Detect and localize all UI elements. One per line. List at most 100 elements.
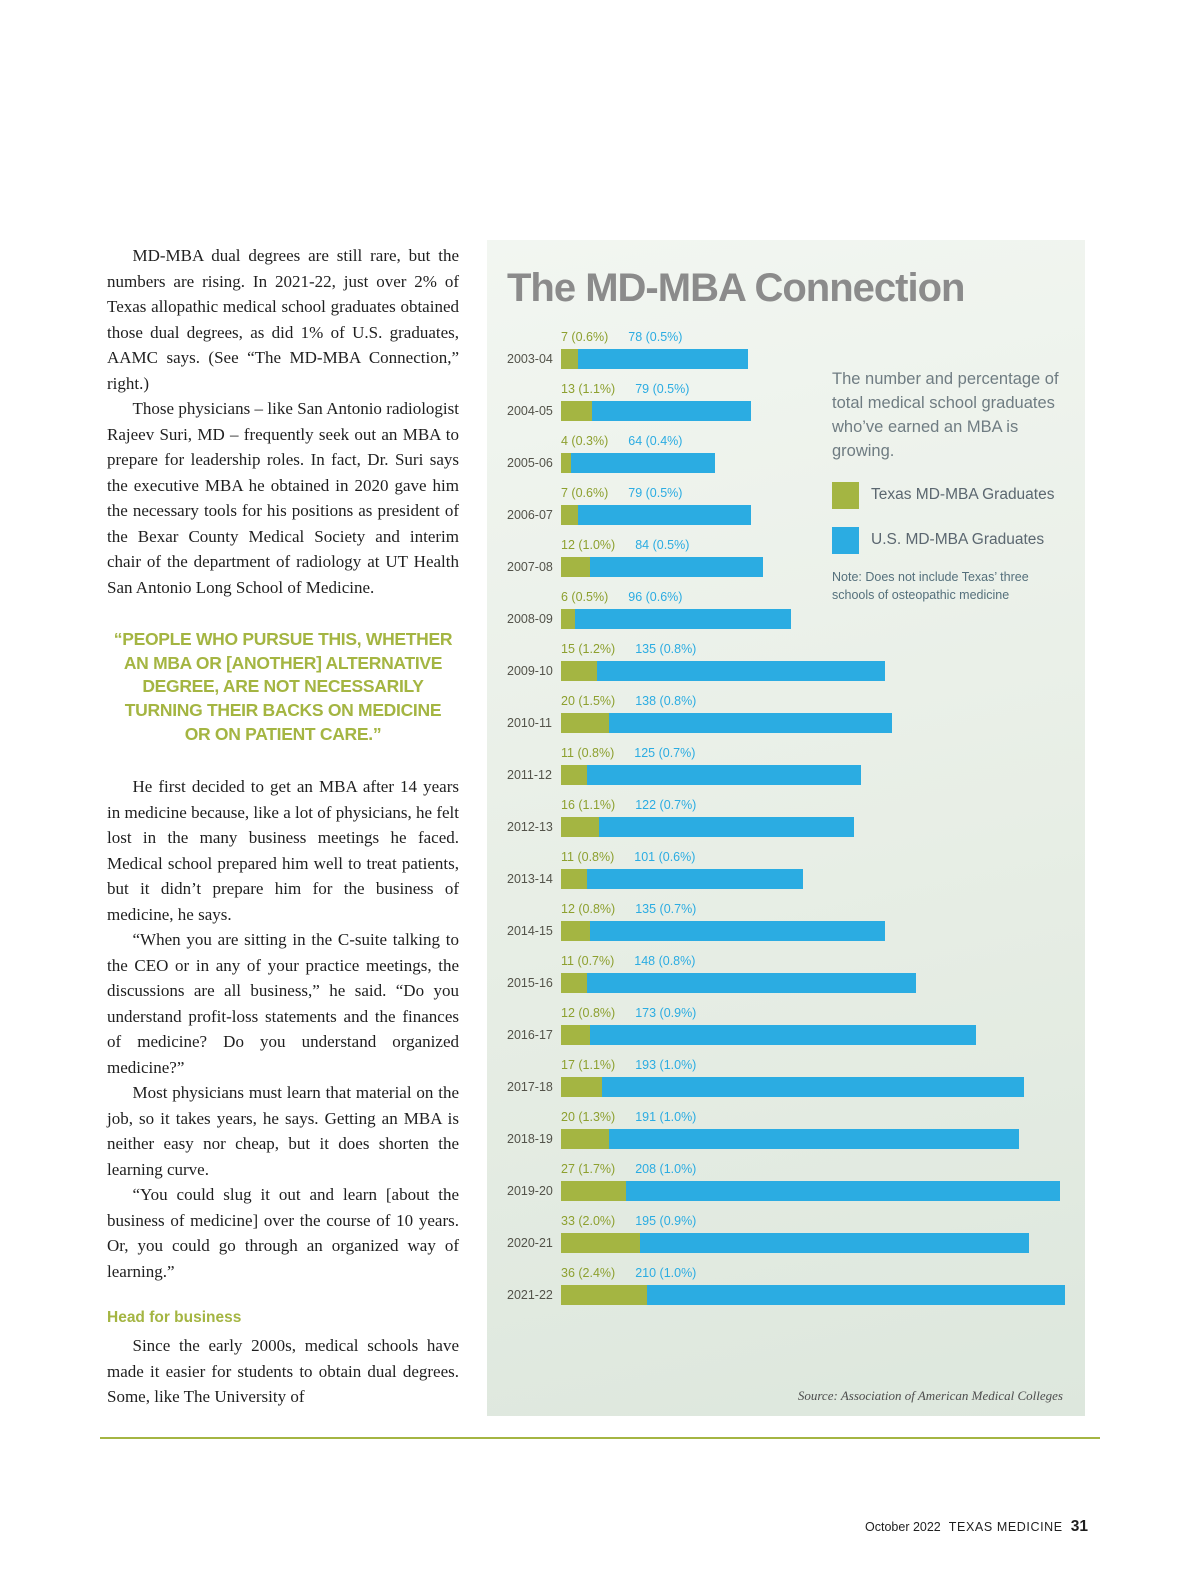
bar-track <box>561 401 1065 421</box>
bar-track <box>561 1129 1065 1149</box>
us-value-label: 195 (0.9%) <box>635 1214 697 1228</box>
year-label: 2015-16 <box>507 976 553 990</box>
us-value-label: 79 (0.5%) <box>635 382 690 396</box>
chart-description: The number and percentage of total medic… <box>832 370 1059 460</box>
bar-line: 2005-06 <box>507 453 1065 473</box>
us-bar <box>577 505 751 525</box>
us-value-label: 148 (0.8%) <box>634 954 696 968</box>
year-label: 2006-07 <box>507 508 553 522</box>
chart-row: 20 (1.3%) 191 (1.0%) 2018-19 <box>507 1111 1065 1149</box>
bar-line: 2011-12 <box>507 765 1065 785</box>
texas-value-label: 33 (2.0%) <box>561 1214 616 1228</box>
year-label: 2007-08 <box>507 560 553 574</box>
bar-line: 2016-17 <box>507 1025 1065 1045</box>
bar-value-labels: 11 (0.8%) 125 (0.7%) <box>561 747 1065 760</box>
footer-page-number: 31 <box>1070 1518 1088 1535</box>
bar-value-labels: 7 (0.6%) 79 (0.5%) <box>561 487 1065 500</box>
chart-row: 27 (1.7%) 208 (1.0%) 2019-20 <box>507 1163 1065 1201</box>
bar-value-labels: 12 (0.8%) 173 (0.9%) <box>561 1007 1065 1020</box>
chart-row: 36 (2.4%) 210 (1.0%) 2021-22 <box>507 1267 1065 1305</box>
bar-line: 2013-14 <box>507 869 1065 889</box>
bar-value-labels: 20 (1.5%) 138 (0.8%) <box>561 695 1065 708</box>
chart-row: 6 (0.5%) 96 (0.6%) 2008-09 <box>507 591 1065 629</box>
texas-value-label: 17 (1.1%) <box>561 1058 616 1072</box>
texas-swatch-icon <box>832 481 859 509</box>
article-paragraph: “When you are sitting in the C-suite tal… <box>107 930 459 1077</box>
bar-value-labels: 27 (1.7%) 208 (1.0%) <box>561 1163 1065 1176</box>
us-value-label: 208 (1.0%) <box>635 1162 697 1176</box>
us-value-label: 210 (1.0%) <box>635 1266 697 1280</box>
article-paragraph: Most physicians must learn that material… <box>107 1083 459 1179</box>
article-column: MD-MBA dual degrees are still rare, but … <box>107 243 459 1410</box>
texas-bar <box>561 1025 590 1045</box>
legend-item-us: U.S. MD-MBA Graduates <box>832 526 1072 554</box>
texas-bar <box>561 869 588 889</box>
texas-value-label: 11 (0.7%) <box>561 954 615 968</box>
legend-label-texas: Texas MD-MBA Graduates <box>871 486 1055 504</box>
texas-value-label: 11 (0.8%) <box>561 850 615 864</box>
year-label: 2008-09 <box>507 612 553 626</box>
chart-row: 13 (1.1%) 79 (0.5%) 2004-05 <box>507 383 1065 421</box>
bar-track <box>561 817 1065 837</box>
us-value-label: 193 (1.0%) <box>635 1058 697 1072</box>
bar-value-labels: 20 (1.3%) 191 (1.0%) <box>561 1111 1065 1124</box>
chart-row: 11 (0.8%) 101 (0.6%) 2013-14 <box>507 851 1065 889</box>
texas-bar <box>561 349 578 369</box>
bar-value-labels: 12 (0.8%) 135 (0.7%) <box>561 903 1065 916</box>
us-bar <box>587 765 862 785</box>
bar-track <box>561 661 1065 681</box>
bar-track <box>561 349 1065 369</box>
section-subhead: Head for business <box>107 1309 242 1327</box>
us-swatch-icon <box>832 526 859 554</box>
bar-line: 2003-04 <box>507 349 1065 369</box>
article-paragraph: Since the early 2000s, medical schools h… <box>107 1336 459 1407</box>
year-label: 2010-11 <box>507 716 552 730</box>
article-paragraph: He first decided to get an MBA after 14 … <box>107 777 459 924</box>
bar-track <box>561 1025 1065 1045</box>
us-bar <box>608 713 893 733</box>
chart-source: Source: Association of American Medical … <box>797 1388 1063 1403</box>
year-label: 2021-22 <box>507 1288 553 1302</box>
bar-track <box>561 765 1065 785</box>
bar-line: 2012-13 <box>507 817 1065 837</box>
bar-value-labels: 11 (0.8%) 101 (0.6%) <box>561 851 1065 864</box>
texas-bar <box>561 1285 648 1305</box>
bar-line: 2009-10 <box>507 661 1065 681</box>
chart-row: 4 (0.3%) 64 (0.4%) 2005-06 <box>507 435 1065 473</box>
texas-value-label: 20 (1.5%) <box>561 694 616 708</box>
bar-line: 2010-11 <box>507 713 1065 733</box>
us-bar <box>625 1181 1061 1201</box>
page-footer: October 2022 TEXAS MEDICINE 31 <box>865 1518 1088 1536</box>
chart-row: 12 (1.0%) 84 (0.5%) 2007-08 <box>507 539 1065 577</box>
bar-line: 2017-18 <box>507 1077 1065 1097</box>
us-bar <box>577 349 749 369</box>
chart-row: 20 (1.5%) 138 (0.8%) 2010-11 <box>507 695 1065 733</box>
us-value-label: 122 (0.7%) <box>635 798 697 812</box>
year-label: 2009-10 <box>507 664 553 678</box>
bar-track <box>561 713 1065 733</box>
texas-bar <box>561 973 588 993</box>
bar-value-labels: 11 (0.7%) 148 (0.8%) <box>561 955 1065 968</box>
year-label: 2012-13 <box>507 820 553 834</box>
chart-title: The MD-MBA Connection <box>507 266 965 310</box>
bar-value-labels: 17 (1.1%) 193 (1.0%) <box>561 1059 1065 1072</box>
us-bar <box>589 1025 977 1045</box>
us-bar <box>608 1129 1020 1149</box>
chart-panel: The MD-MBA Connection 7 (0.6%) 78 (0.5%) 2… <box>487 240 1085 1416</box>
bar-track <box>561 1233 1065 1253</box>
texas-bar <box>561 609 576 629</box>
us-value-label: 138 (0.8%) <box>635 694 697 708</box>
bar-value-labels: 7 (0.6%) 78 (0.5%) <box>561 331 1065 344</box>
texas-bar <box>561 1181 626 1201</box>
chart-row: 12 (0.8%) 135 (0.7%) 2014-15 <box>507 903 1065 941</box>
bar-value-labels: 36 (2.4%) 210 (1.0%) <box>561 1267 1065 1280</box>
us-bar <box>601 1077 1025 1097</box>
chart-row: 7 (0.6%) 78 (0.5%) 2003-04 <box>507 331 1065 369</box>
bar-value-labels: 6 (0.5%) 96 (0.6%) <box>561 591 1065 604</box>
bar-track <box>561 557 1065 577</box>
chart-row: 17 (1.1%) 193 (1.0%) 2017-18 <box>507 1059 1065 1097</box>
texas-value-label: 36 (2.4%) <box>561 1266 616 1280</box>
texas-bar <box>561 921 590 941</box>
bar-track <box>561 505 1065 525</box>
bar-track <box>561 869 1065 889</box>
